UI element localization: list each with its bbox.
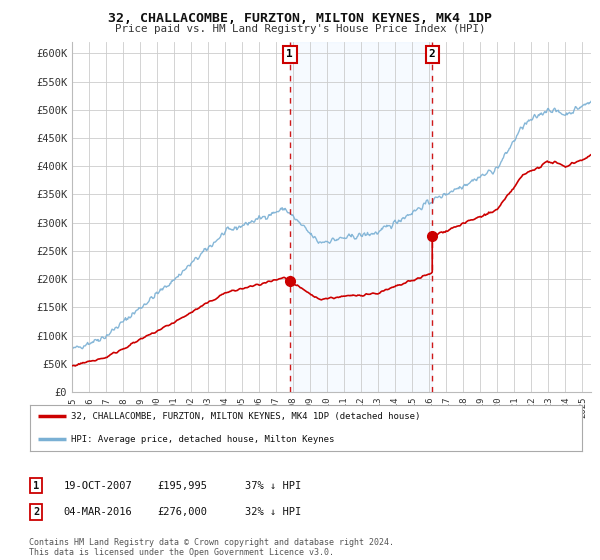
Text: 2: 2 [429,49,436,59]
Text: £195,995: £195,995 [158,480,208,491]
Text: Price paid vs. HM Land Registry's House Price Index (HPI): Price paid vs. HM Land Registry's House … [115,24,485,34]
Text: 04-MAR-2016: 04-MAR-2016 [64,507,133,517]
Text: 37% ↓ HPI: 37% ↓ HPI [245,480,301,491]
Text: Contains HM Land Registry data © Crown copyright and database right 2024.
This d: Contains HM Land Registry data © Crown c… [29,538,394,557]
Text: 32, CHALLACOMBE, FURZTON, MILTON KEYNES, MK4 1DP: 32, CHALLACOMBE, FURZTON, MILTON KEYNES,… [108,12,492,25]
Text: 32% ↓ HPI: 32% ↓ HPI [245,507,301,517]
Text: 2: 2 [33,507,39,517]
Text: HPI: Average price, detached house, Milton Keynes: HPI: Average price, detached house, Milt… [71,435,335,444]
Text: 32, CHALLACOMBE, FURZTON, MILTON KEYNES, MK4 1DP (detached house): 32, CHALLACOMBE, FURZTON, MILTON KEYNES,… [71,412,421,421]
Text: 1: 1 [286,49,293,59]
Text: 1: 1 [33,480,39,491]
Bar [290,42,432,392]
Text: £276,000: £276,000 [158,507,208,517]
Text: 19-OCT-2007: 19-OCT-2007 [64,480,133,491]
